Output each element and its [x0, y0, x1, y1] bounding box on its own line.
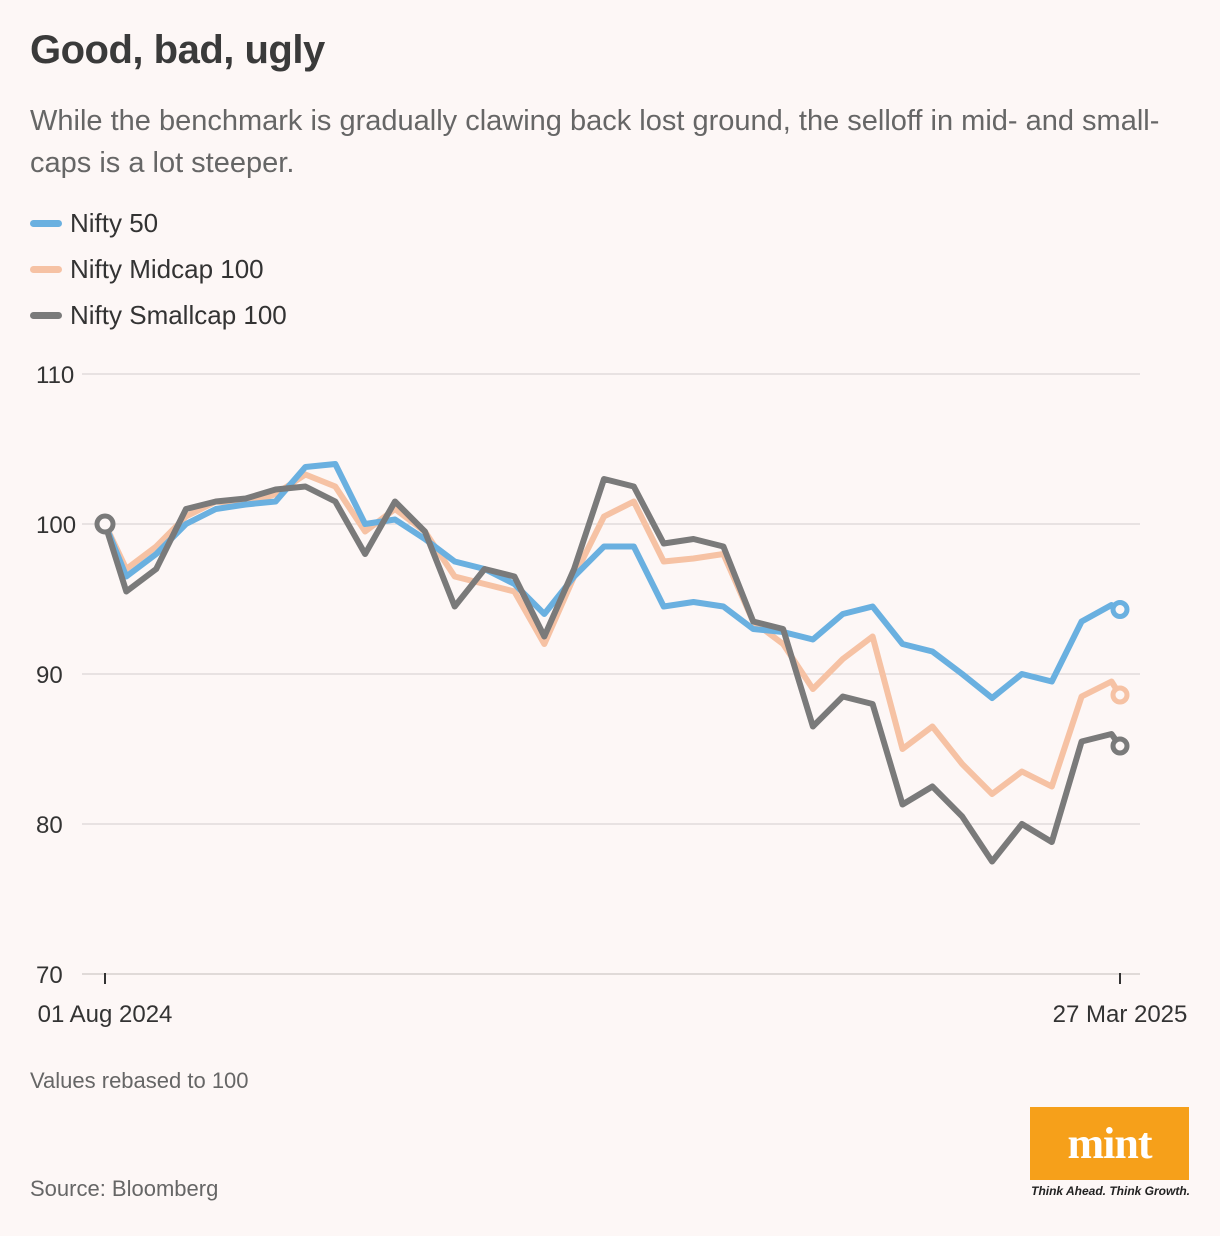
series-line-midcap-100	[102, 471, 1123, 797]
rebase-note: Values rebased to 100	[30, 1068, 249, 1093]
end-point-midcap-100	[1110, 685, 1130, 705]
y-tick-label: 90	[36, 662, 63, 689]
y-tick-label: 70	[36, 962, 63, 989]
x-tick-label-end: 27 Mar 2025	[1053, 1001, 1188, 1028]
legend-swatch-nifty-50	[30, 219, 62, 227]
y-tick-label: 110	[36, 362, 74, 389]
chart-title: Good, bad, ugly	[30, 28, 325, 72]
x-tick-label-start: 01 Aug 2024	[38, 1001, 173, 1028]
legend-swatch-midcap	[30, 265, 62, 273]
legend-label-smallcap: Nifty Smallcap 100	[70, 299, 287, 330]
series-line-smallcap-100	[102, 476, 1123, 865]
legend-item-smallcap: Nifty Smallcap 100	[30, 292, 287, 338]
line-chart: 70 80 90 100 110 01 Aug 2024 27 Mar 2025	[36, 362, 1188, 1028]
start-point-marker	[94, 513, 116, 535]
y-tick-label: 80	[36, 812, 63, 839]
legend: Nifty 50 Nifty Midcap 100 Nifty Smallcap…	[30, 200, 287, 338]
series-line-nifty-50	[102, 461, 1123, 701]
end-point-nifty-50	[1110, 600, 1130, 619]
mint-logo: mint	[1030, 1107, 1189, 1180]
legend-item-nifty-50: Nifty 50	[30, 200, 287, 246]
legend-item-midcap: Nifty Midcap 100	[30, 246, 287, 292]
mint-tagline: Think Ahead. Think Growth.	[1031, 1184, 1190, 1198]
mint-logo-text: mint	[1067, 1119, 1153, 1168]
legend-swatch-smallcap	[30, 311, 62, 319]
source-note: Source: Bloomberg	[30, 1176, 219, 1201]
end-point-smallcap-100	[1110, 736, 1130, 756]
y-tick-label: 100	[36, 512, 76, 539]
legend-label-midcap: Nifty Midcap 100	[70, 253, 264, 284]
chart-subtitle: While the benchmark is gradually clawing…	[30, 105, 1160, 179]
legend-label-nifty-50: Nifty 50	[70, 207, 159, 238]
